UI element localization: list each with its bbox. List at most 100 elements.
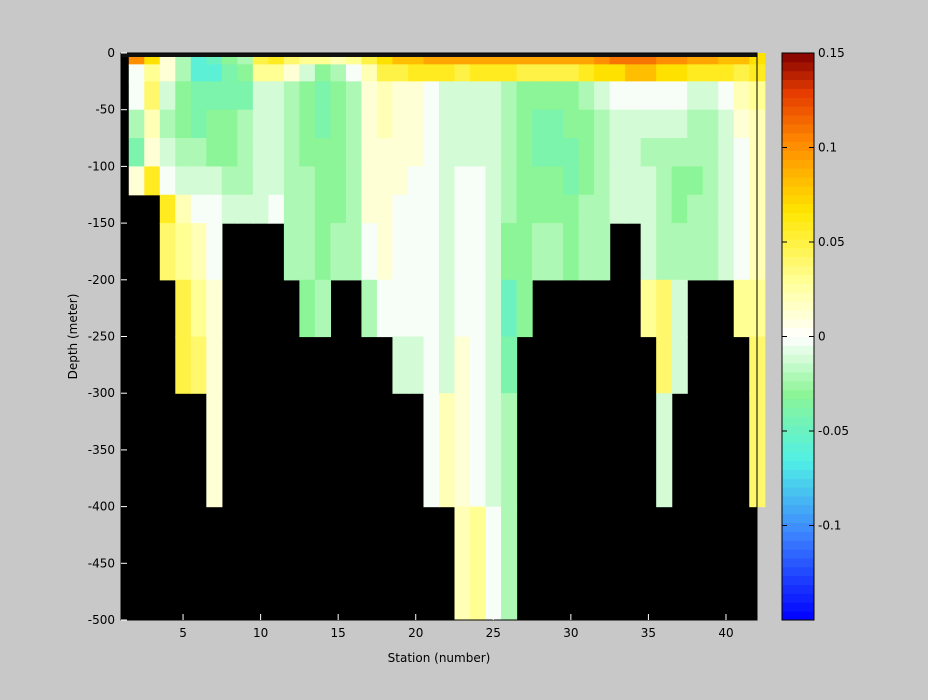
heatmap-cell (470, 64, 487, 82)
y-tick-label: 0 (107, 46, 115, 60)
heatmap-cell (252, 81, 269, 111)
colorbar-segment (782, 416, 814, 426)
y-tick-label: -400 (88, 500, 115, 514)
heatmap-cell (175, 53, 192, 65)
heatmap-cell (392, 138, 409, 167)
heatmap-cell (454, 194, 471, 224)
y-tick-label: -450 (88, 556, 115, 570)
heatmap-cell (485, 138, 502, 167)
heatmap-cell (221, 138, 238, 167)
heatmap-cell (190, 336, 207, 394)
heatmap-cell (640, 138, 657, 167)
heatmap-cell (190, 194, 207, 224)
heatmap-cell (594, 64, 611, 82)
heatmap-cell (485, 279, 502, 338)
heatmap-cell (299, 81, 316, 111)
heatmap-cell (345, 81, 363, 111)
heatmap-cell (439, 336, 456, 394)
heatmap-cell (485, 53, 502, 65)
heatmap-cell (501, 53, 518, 65)
heatmap-cell (485, 81, 502, 111)
heatmap-cell (532, 166, 549, 196)
heatmap-cell (687, 81, 704, 111)
heatmap-cell (625, 53, 642, 65)
heatmap-cell (733, 279, 750, 338)
heatmap-cell (702, 166, 719, 196)
heatmap-cell (144, 166, 161, 196)
x-tick-label: 10 (253, 626, 268, 640)
heatmap-cell (578, 194, 595, 224)
heatmap-cell (485, 64, 502, 82)
heatmap-cell (407, 53, 425, 65)
heatmap-cell (330, 64, 347, 82)
heatmap-cell (563, 194, 580, 224)
heatmap-cell (439, 53, 456, 65)
heatmap-cell (501, 194, 518, 224)
colorbar-segment (782, 141, 814, 151)
heatmap-cell (206, 279, 223, 338)
heatmap-cell (361, 53, 378, 65)
heatmap-cell (470, 194, 487, 224)
heatmap-cell (314, 194, 332, 224)
heatmap-cell (392, 81, 409, 111)
heatmap-cell (159, 53, 176, 65)
heatmap-cell (376, 81, 394, 111)
heatmap-cell (702, 53, 719, 65)
heatmap-cell (687, 138, 704, 167)
heatmap-cell (609, 138, 626, 167)
heatmap-cell (532, 53, 549, 65)
colorbar-segment (782, 309, 814, 320)
heatmap-cell (252, 64, 269, 82)
heatmap-cell (361, 109, 378, 139)
heatmap-cell (345, 138, 363, 167)
heatmap-cell (376, 138, 394, 167)
heatmap-cell (345, 109, 363, 139)
heatmap-cell (470, 81, 487, 111)
heatmap-cell (702, 109, 719, 139)
colorbar-segment (782, 487, 814, 497)
heatmap-cell (702, 194, 719, 224)
colorbar-segment (782, 301, 814, 311)
heatmap-cell (547, 53, 564, 65)
heatmap-cell (392, 223, 409, 281)
heatmap-cell (439, 194, 456, 224)
heatmap-cell (376, 166, 394, 196)
heatmap-cell (733, 64, 750, 82)
heatmap-cell (376, 194, 394, 224)
heatmap-cell (532, 194, 549, 224)
heatmap-cell (656, 194, 673, 224)
heatmap-cell (454, 64, 471, 82)
heatmap-cell (578, 64, 595, 82)
heatmap-cell (656, 223, 673, 281)
heatmap-cell (128, 138, 145, 167)
heatmap-cell (594, 53, 611, 65)
heatmap-cell (485, 506, 502, 621)
heatmap-cell (501, 138, 518, 167)
colorbar-segment (782, 283, 814, 293)
heatmap-cell (439, 138, 456, 167)
heatmap-cell (609, 53, 626, 65)
heatmap-cell (640, 166, 657, 196)
heatmap-cell (547, 138, 564, 167)
heatmap-cell (175, 64, 192, 82)
heatmap-cells (121, 53, 766, 621)
colorbar-segment (782, 557, 814, 568)
heatmap-cell (268, 53, 285, 65)
heatmap-cell (578, 81, 595, 111)
y-tick-label: -300 (88, 386, 115, 400)
heatmap-cell (625, 194, 642, 224)
heatmap-cell (578, 166, 595, 196)
y-tick-label: -100 (88, 159, 115, 173)
heatmap-cell (283, 166, 300, 196)
heatmap-cell (283, 223, 300, 281)
heatmap-cell (516, 194, 533, 224)
heatmap-cell (501, 223, 518, 281)
x-tick-label: 30 (563, 626, 578, 640)
x-tick-label: 15 (331, 626, 346, 640)
heatmap-cell (128, 109, 145, 139)
heatmap-cell (609, 64, 626, 82)
heatmap-cell (718, 166, 735, 196)
heatmap-cell (470, 166, 487, 196)
heatmap-cell (702, 138, 719, 167)
heatmap-cell (392, 166, 409, 196)
